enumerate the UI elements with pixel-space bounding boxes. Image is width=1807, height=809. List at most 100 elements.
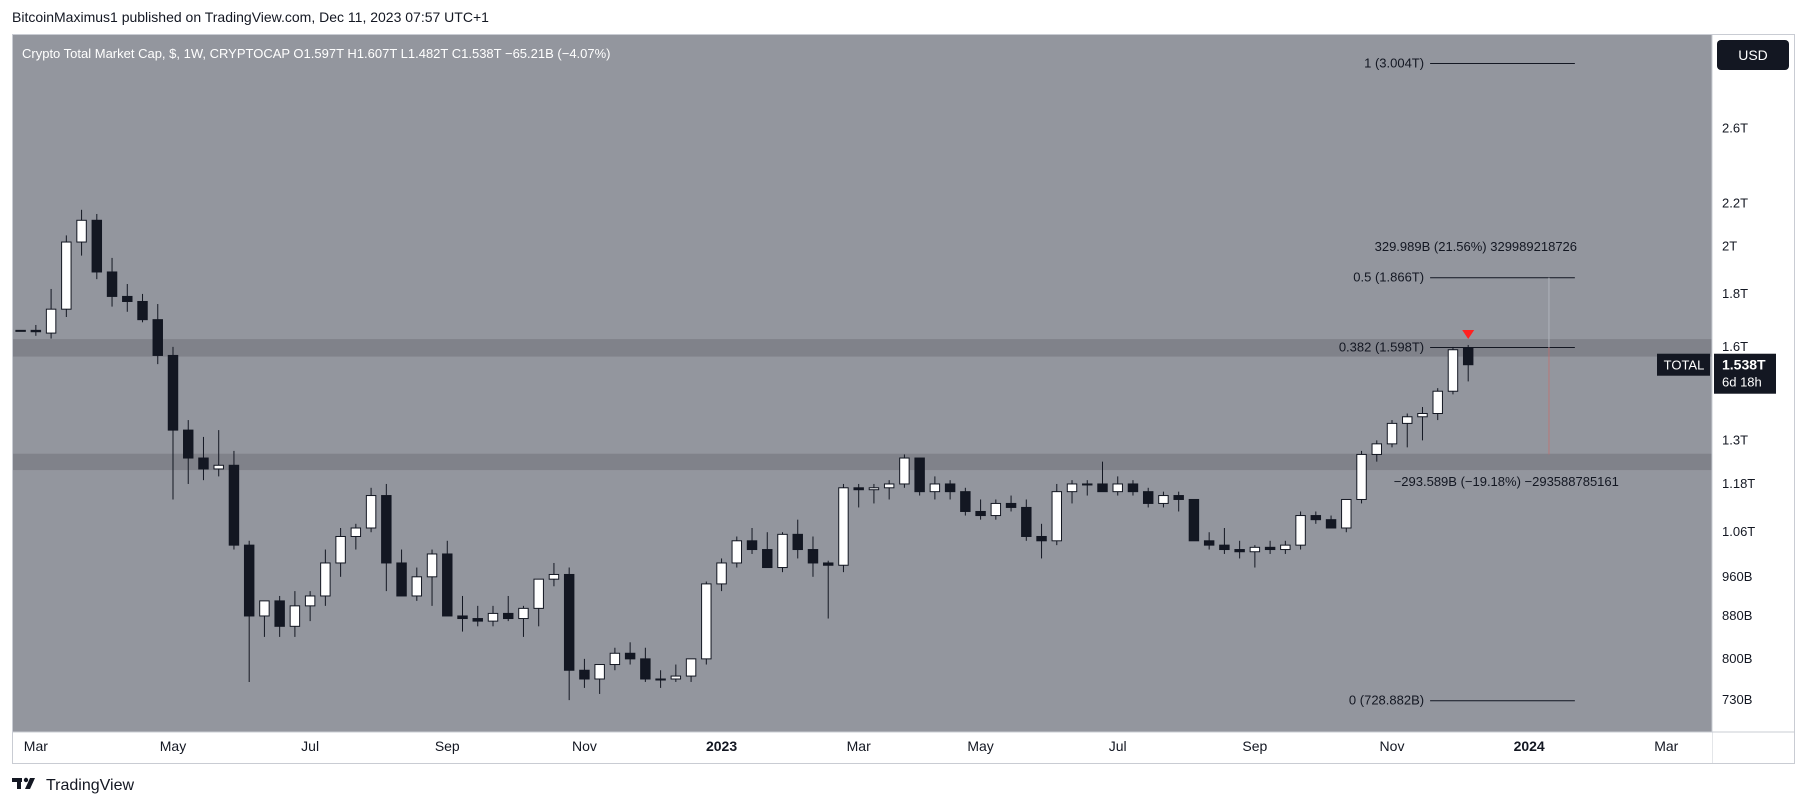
candle[interactable] bbox=[1173, 491, 1184, 512]
time-axis[interactable] bbox=[13, 732, 1712, 763]
candle[interactable] bbox=[76, 209, 87, 256]
candle[interactable] bbox=[1203, 532, 1215, 550]
candle[interactable] bbox=[1432, 388, 1443, 421]
candle[interactable] bbox=[1127, 480, 1139, 496]
candle[interactable] bbox=[1386, 420, 1398, 448]
candle[interactable] bbox=[1295, 511, 1306, 550]
candle[interactable] bbox=[1219, 527, 1230, 554]
candle[interactable] bbox=[411, 567, 423, 601]
candle[interactable] bbox=[335, 527, 346, 577]
candle[interactable] bbox=[1356, 450, 1367, 504]
candle[interactable] bbox=[1051, 483, 1063, 546]
candle[interactable] bbox=[1082, 480, 1093, 496]
candle[interactable] bbox=[624, 642, 636, 665]
candle[interactable] bbox=[1371, 440, 1382, 462]
candle[interactable] bbox=[1447, 346, 1459, 395]
candle[interactable] bbox=[838, 483, 849, 573]
candle[interactable] bbox=[198, 436, 209, 481]
candle[interactable] bbox=[1066, 480, 1078, 504]
candle[interactable] bbox=[716, 558, 727, 592]
candle[interactable] bbox=[137, 293, 148, 323]
candle[interactable] bbox=[472, 605, 483, 627]
candle[interactable] bbox=[45, 288, 57, 339]
candle[interactable] bbox=[1341, 498, 1352, 533]
candle[interactable] bbox=[1142, 487, 1154, 508]
candle[interactable] bbox=[1310, 511, 1322, 524]
candle[interactable] bbox=[640, 647, 651, 682]
candle[interactable] bbox=[30, 324, 42, 336]
candle[interactable] bbox=[426, 549, 438, 606]
candle[interactable] bbox=[213, 430, 224, 477]
candle[interactable] bbox=[1021, 499, 1032, 541]
candle[interactable] bbox=[503, 595, 514, 622]
candle[interactable] bbox=[152, 304, 163, 365]
candle[interactable] bbox=[243, 540, 255, 682]
candle[interactable] bbox=[868, 483, 880, 504]
candle[interactable] bbox=[61, 235, 72, 318]
candle[interactable] bbox=[274, 595, 285, 637]
candle[interactable] bbox=[883, 480, 895, 500]
candle[interactable] bbox=[899, 454, 910, 488]
candle[interactable] bbox=[1417, 407, 1428, 441]
candle[interactable] bbox=[457, 595, 468, 632]
candle[interactable] bbox=[1188, 498, 1200, 542]
candle[interactable] bbox=[685, 658, 697, 682]
candle[interactable] bbox=[594, 664, 605, 694]
candle[interactable] bbox=[1112, 476, 1123, 496]
candle[interactable] bbox=[183, 420, 194, 484]
candle[interactable] bbox=[548, 562, 560, 587]
candle[interactable] bbox=[853, 483, 864, 508]
candle[interactable] bbox=[731, 536, 743, 568]
candle[interactable] bbox=[15, 329, 26, 332]
candle[interactable] bbox=[762, 532, 773, 569]
candle[interactable] bbox=[1280, 540, 1291, 554]
candle[interactable] bbox=[1462, 344, 1474, 382]
candle[interactable] bbox=[929, 476, 941, 500]
candle[interactable] bbox=[1234, 540, 1245, 559]
candle[interactable] bbox=[381, 483, 392, 592]
candle[interactable] bbox=[960, 487, 971, 516]
candle[interactable] bbox=[365, 487, 377, 533]
candle[interactable] bbox=[106, 257, 118, 307]
candle[interactable] bbox=[822, 560, 834, 619]
candle[interactable] bbox=[563, 567, 575, 701]
candle[interactable] bbox=[1005, 495, 1017, 512]
candle[interactable] bbox=[1097, 461, 1108, 493]
candle[interactable] bbox=[990, 499, 1002, 520]
candle[interactable] bbox=[701, 581, 712, 665]
candle[interactable] bbox=[1249, 545, 1261, 568]
candle[interactable] bbox=[975, 499, 986, 520]
candle[interactable] bbox=[1264, 540, 1276, 554]
candle[interactable] bbox=[320, 549, 331, 606]
candle[interactable] bbox=[670, 664, 682, 682]
candle[interactable] bbox=[350, 523, 362, 550]
candle[interactable] bbox=[777, 532, 788, 573]
candle[interactable] bbox=[746, 527, 758, 554]
currency-button[interactable]: USD bbox=[1717, 40, 1789, 70]
candle[interactable] bbox=[1036, 523, 1047, 559]
candle[interactable] bbox=[396, 549, 407, 597]
candle[interactable] bbox=[289, 591, 301, 637]
candle[interactable] bbox=[487, 605, 499, 627]
candle[interactable] bbox=[228, 450, 240, 550]
candle[interactable] bbox=[807, 536, 819, 577]
candle[interactable] bbox=[1325, 515, 1337, 529]
candle[interactable] bbox=[944, 480, 956, 500]
candle[interactable] bbox=[442, 540, 453, 617]
candle[interactable] bbox=[533, 578, 544, 627]
candle[interactable] bbox=[304, 591, 316, 622]
candle[interactable] bbox=[259, 600, 270, 637]
countdown-label: 6d 18h bbox=[1722, 375, 1762, 390]
candle[interactable] bbox=[122, 284, 133, 312]
candle[interactable] bbox=[609, 647, 621, 671]
candle[interactable] bbox=[655, 670, 666, 688]
candle[interactable] bbox=[1402, 413, 1413, 448]
candle[interactable] bbox=[1158, 491, 1169, 508]
candle[interactable] bbox=[792, 519, 803, 559]
candle[interactable] bbox=[167, 346, 179, 500]
candle[interactable] bbox=[518, 605, 529, 637]
candle[interactable] bbox=[914, 457, 925, 496]
candle[interactable] bbox=[91, 213, 103, 280]
candle[interactable] bbox=[579, 658, 590, 688]
